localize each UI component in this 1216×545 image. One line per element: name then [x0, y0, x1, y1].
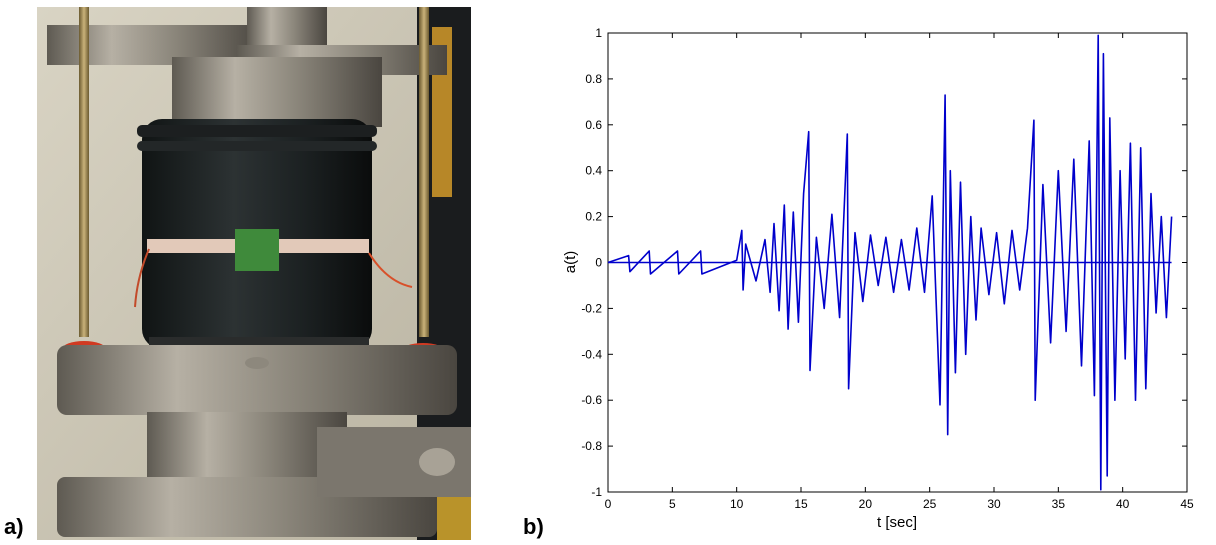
y-tick-label: 0.6: [585, 118, 602, 132]
y-tick-label: 1: [595, 26, 602, 40]
y-axis-title: a(t): [562, 251, 579, 274]
x-tick-label: 35: [1052, 497, 1066, 511]
x-tick-label: 20: [859, 497, 873, 511]
triaxial-test-apparatus-photo: [37, 7, 471, 540]
y-tick-label: 0: [595, 256, 602, 270]
y-tick-label: 0.2: [585, 210, 602, 224]
panel-label-a: a): [4, 514, 24, 539]
x-tick-label: 5: [669, 497, 676, 511]
x-tick-label: 0: [605, 497, 612, 511]
x-tick-label: 25: [923, 497, 937, 511]
x-tick-label: 40: [1116, 497, 1130, 511]
panel-label-b: b): [523, 514, 544, 539]
series-line: [607, 34, 1173, 491]
y-tick-label: -0.2: [581, 301, 602, 315]
y-tick-label: 0.4: [585, 164, 602, 178]
x-tick-label: 45: [1180, 497, 1194, 511]
x-axis-ticks: 0 5 10 15 20 25 30 35 40 45: [605, 33, 1194, 511]
series-a-t: [607, 34, 1173, 491]
y-tick-label: -1: [591, 485, 602, 499]
y-tick-label: -0.6: [581, 393, 602, 407]
x-axis-title: t [sec]: [877, 514, 917, 531]
x-tick-label: 30: [987, 497, 1001, 511]
x-tick-label: 15: [794, 497, 808, 511]
y-tick-label: -0.4: [581, 347, 602, 361]
y-tick-label: -0.8: [581, 439, 602, 453]
y-tick-label: 0.8: [585, 72, 602, 86]
y-axis-ticks: -1 -0.8 -0.6 -0.4 -0.2 0 0.2 0.4 0.6 0.8 1: [581, 26, 1187, 499]
x-tick-label: 10: [730, 497, 744, 511]
acceleration-time-history-chart: 0 5 10 15 20 25 30 35 40 45 -1 -0.8 -0.6 -0.4 -0.2 0 0.…: [562, 26, 1194, 531]
